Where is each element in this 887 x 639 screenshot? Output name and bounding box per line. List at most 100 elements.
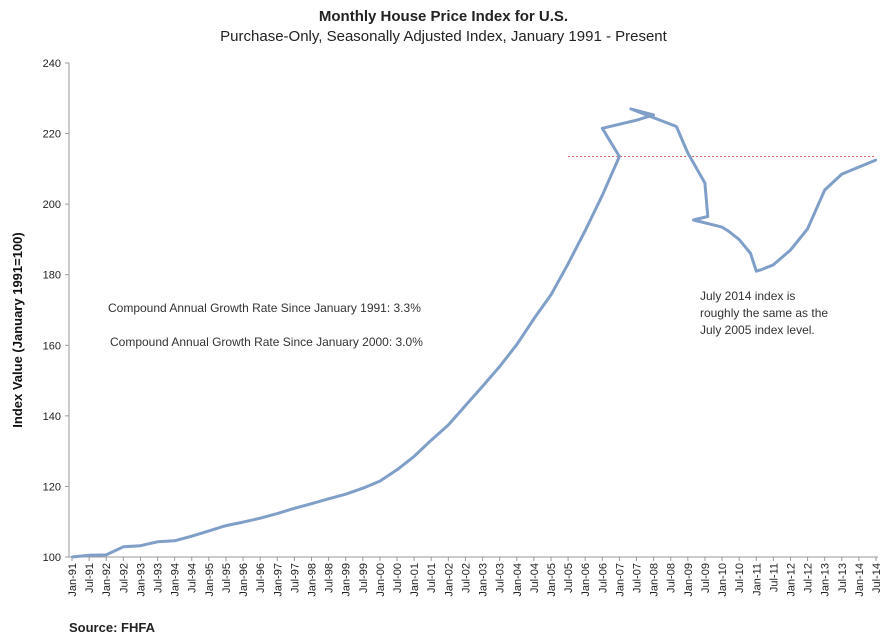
x-tick-label: Jul-92 <box>118 563 130 593</box>
data-point <box>430 439 433 442</box>
data-point <box>156 540 159 543</box>
x-tick-label: Jan-09 <box>683 563 695 597</box>
x-tick-label: Jul-99 <box>358 563 370 593</box>
data-point <box>190 535 193 538</box>
note-line-2: roughly the same as the <box>700 306 828 320</box>
data-point <box>259 517 262 520</box>
y-tick-label: 100 <box>43 552 61 564</box>
chart-subtitle: Purchase-Only, Seasonally Adjusted Index… <box>220 28 667 45</box>
x-tick-label: Jan-95 <box>204 563 216 597</box>
series-points <box>70 107 878 559</box>
x-tick-label: Jul-94 <box>187 563 199 593</box>
x-tick-label: Jul-06 <box>597 563 609 593</box>
x-tick-label: Jul-04 <box>529 563 541 593</box>
cagr-2000-annotation: Compound Annual Growth Rate Since Januar… <box>110 335 423 349</box>
data-point <box>749 252 752 255</box>
x-tick-label: Jul-05 <box>563 563 575 593</box>
x-tick-label: Jul-00 <box>392 563 404 593</box>
x-tick-label: Jul-09 <box>700 563 712 593</box>
data-point <box>276 512 279 515</box>
x-tick-label: Jan-13 <box>820 563 832 597</box>
x-tick-label: Jan-99 <box>341 563 353 597</box>
data-point <box>310 502 313 505</box>
data-point <box>378 479 382 483</box>
data-point <box>635 119 638 122</box>
note-line-1: July 2014 index is <box>700 289 795 303</box>
y-tick-label: 200 <box>43 199 61 211</box>
x-tick-label: Jan-92 <box>101 563 113 597</box>
cagr-1991-annotation: Compound Annual Growth Rate Since Januar… <box>108 301 421 315</box>
data-point <box>584 229 587 232</box>
x-tick-label: Jan-01 <box>409 563 421 597</box>
data-point <box>139 544 142 547</box>
x-tick-label: Jan-96 <box>238 563 250 597</box>
source-label: Source: FHFA <box>69 620 155 635</box>
y-tick-label: 220 <box>43 129 61 141</box>
x-tick-label: Jul-12 <box>803 563 815 593</box>
data-point <box>464 404 467 407</box>
data-point <box>675 125 678 128</box>
data-point <box>515 343 518 346</box>
x-tick-label: Jul-95 <box>221 563 233 593</box>
x-tick-label: Jan-08 <box>649 563 661 597</box>
series-line <box>71 107 877 559</box>
data-point <box>327 497 330 500</box>
x-tick-label: Jan-00 <box>375 563 387 597</box>
y-tick-label: 140 <box>43 411 61 423</box>
x-tick-label: Jul-02 <box>460 563 472 593</box>
data-point <box>293 507 296 510</box>
data-point <box>361 487 364 490</box>
chart-title: Monthly House Price Index for U.S. <box>318 8 569 25</box>
x-tick-label: Jan-05 <box>546 563 558 597</box>
data-point <box>241 520 245 524</box>
x-tick-label: Jan-04 <box>512 563 524 597</box>
x-tick-label: Jan-91 <box>67 563 79 597</box>
x-tick-label: Jan-12 <box>785 563 797 597</box>
x-tick-label: Jul-10 <box>734 563 746 593</box>
data-point <box>601 194 604 197</box>
data-point <box>87 554 91 557</box>
data-point <box>703 181 707 185</box>
data-point <box>760 268 764 271</box>
y-tick-label: 180 <box>43 270 61 282</box>
data-point <box>122 545 125 548</box>
x-tick-label: Jan-94 <box>170 563 182 597</box>
data-point <box>412 455 416 458</box>
data-point <box>498 365 501 368</box>
data-point <box>789 248 792 252</box>
data-point <box>737 238 741 241</box>
data-point <box>806 227 809 230</box>
data-point <box>706 215 709 218</box>
data-point <box>549 293 553 296</box>
y-tick-label: 240 <box>43 58 61 70</box>
y-tick-label: 120 <box>43 481 61 493</box>
data-point <box>726 229 729 232</box>
x-tick-label: Jan-10 <box>717 563 729 597</box>
x-tick-label: Jul-97 <box>289 563 301 593</box>
x-tick-label: Jul-93 <box>153 563 165 593</box>
x-tick-label: Jan-98 <box>306 563 318 597</box>
y-axis: 100 120 140 160 180 200 220 240 <box>43 58 69 564</box>
x-tick-label: Jul-13 <box>837 563 849 593</box>
y-axis-label: Index Value (January 1991=100) <box>10 232 25 427</box>
x-axis: Jan-91 Jul-91 Jan-92 Jul-92 Jan-93 Jul-93 Jan-… <box>67 557 883 597</box>
x-tick-label: Jul-96 <box>255 563 267 593</box>
x-tick-label: Jan-14 <box>854 563 866 597</box>
x-tick-label: Jul-03 <box>495 563 507 593</box>
x-tick-label: Jan-06 <box>580 563 592 597</box>
x-tick-label: Jan-11 <box>751 563 763 596</box>
x-tick-label: Jul-01 <box>426 563 438 593</box>
data-point <box>70 555 74 559</box>
data-point <box>566 262 570 265</box>
data-point <box>481 385 484 388</box>
data-point <box>874 158 878 162</box>
data-point <box>105 553 108 557</box>
data-point <box>344 493 347 496</box>
data-point <box>224 524 228 527</box>
data-point <box>395 468 399 471</box>
data-point <box>823 188 826 192</box>
data-point <box>755 270 758 273</box>
data-point <box>772 263 775 266</box>
x-tick-label: Jan-07 <box>614 563 626 597</box>
x-tick-label: Jan-97 <box>272 563 284 597</box>
